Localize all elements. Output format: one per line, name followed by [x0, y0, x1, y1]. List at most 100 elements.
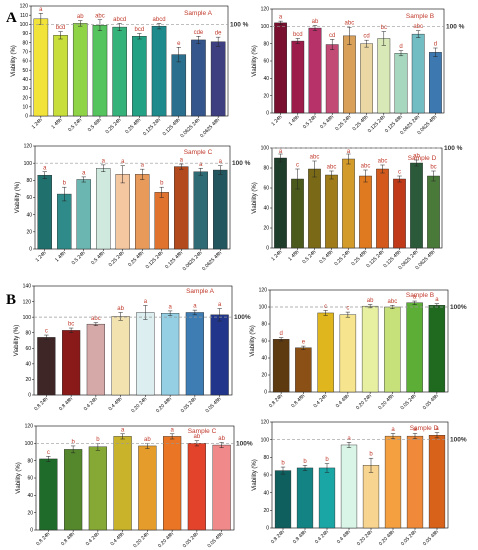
- y-tick-label: 100: [23, 315, 32, 321]
- y-axis-label: Viability (%): [11, 45, 17, 77]
- bar: [64, 449, 83, 531]
- y-tick-label: 120: [25, 424, 34, 430]
- x-tick-label: 0.0625 24h: [182, 250, 204, 272]
- x-tick-label: 0.0625 24h: [179, 117, 201, 139]
- significance-letter: b: [369, 452, 373, 458]
- bar: [429, 52, 442, 114]
- bar: [88, 446, 107, 531]
- x-tick-label: 0.5 48h: [87, 117, 103, 133]
- panel-letter-a: A: [6, 10, 17, 26]
- chart-title: Sample D: [408, 155, 437, 162]
- chart-1: 0 10 20 30 40 50 60 70 80 90 100 110 120 Viability (%…: [11, 4, 249, 139]
- y-tick-label: 0: [28, 393, 31, 399]
- significance-letter: cd: [329, 33, 335, 39]
- bar: [360, 43, 373, 114]
- bar: [132, 36, 147, 117]
- bar: [291, 178, 304, 249]
- significance-letter: a: [413, 427, 417, 433]
- y-tick-label: 140: [23, 284, 32, 290]
- bar: [72, 23, 88, 117]
- y-axis-label: Viability (%): [15, 182, 21, 214]
- y-tick-label: 20: [27, 510, 33, 516]
- bar: [193, 171, 208, 250]
- charts: 0 10 20 30 40 50 60 70 80 90 100 110 120 Viability (%…: [11, 4, 467, 549]
- y-tick-label: 70: [22, 50, 28, 56]
- bar: [317, 312, 334, 393]
- bar: [340, 444, 358, 529]
- y-tick-label: 60: [261, 339, 267, 345]
- bar: [291, 40, 305, 114]
- y-tick-label: 20: [263, 226, 269, 232]
- x-tick-label: 0.4 24h: [85, 531, 101, 547]
- chart-title: Sample A: [184, 10, 212, 17]
- y-tick-label: 80: [22, 40, 28, 46]
- x-tick-label: 0.8 48h: [290, 393, 306, 409]
- chart-7: 0 20 40 60 80 100 120 Viability (%) Sample C c 0.8…: [16, 424, 253, 549]
- x-tick-label: 0.25 24h: [108, 250, 126, 268]
- significance-letter: bc: [430, 165, 436, 171]
- significance-letter: bcd: [135, 27, 145, 33]
- significance-letter: c: [296, 163, 299, 169]
- significance-letter: b: [160, 181, 164, 187]
- y-tick-label: 120: [261, 7, 270, 13]
- significance-letter: a: [279, 149, 283, 155]
- y-tick-label: 120: [23, 299, 32, 305]
- bar: [135, 174, 150, 250]
- bar: [325, 44, 339, 114]
- bar: [62, 330, 81, 396]
- bar: [57, 193, 72, 250]
- x-tick-label: 1 24h: [270, 249, 283, 262]
- significance-letter: b: [96, 437, 100, 443]
- y-tick-label: 120: [24, 144, 33, 150]
- x-tick-label: 0.4 24h: [83, 396, 99, 412]
- y-tick-label: 0: [29, 247, 32, 253]
- y-tick-label: 100: [20, 22, 29, 28]
- y-tick-label: 100: [261, 24, 270, 30]
- bar: [113, 436, 132, 531]
- significance-letter: a: [218, 302, 222, 308]
- chart-title: Sample B: [406, 292, 434, 299]
- x-tick-label: 0.25 24h: [333, 249, 351, 267]
- significance-letter: a: [193, 304, 197, 310]
- significance-letter: a: [43, 165, 47, 171]
- y-axis-label: Viability (%): [14, 325, 20, 357]
- y-tick-label: 20: [263, 508, 269, 514]
- y-tick-label: 100: [261, 146, 270, 152]
- y-tick-label: 20: [261, 373, 267, 379]
- significance-letter: b: [325, 457, 329, 463]
- x-tick-label: 0.05 48h: [422, 393, 440, 411]
- significance-letter: ab: [117, 306, 124, 312]
- significance-letter: a: [279, 15, 283, 21]
- x-tick-label: 1 48h: [288, 114, 301, 127]
- bar: [377, 38, 391, 114]
- significance-letter: a: [413, 295, 417, 301]
- x-tick-label: 0.0625 48h: [199, 117, 221, 139]
- bar: [76, 179, 91, 250]
- bar: [384, 306, 401, 393]
- bar: [171, 54, 187, 117]
- y-tick-label: 40: [26, 212, 32, 218]
- x-tick-label: 0.5 48h: [90, 250, 106, 266]
- x-tick-label: 0.05 48h: [207, 531, 225, 549]
- y-tick-label: 60: [25, 346, 31, 352]
- significance-letter: a: [219, 159, 223, 165]
- significance-letter: ab: [218, 436, 225, 442]
- y-tick-label: 80: [27, 458, 33, 464]
- x-tick-label: 0.8 48h: [60, 531, 76, 547]
- x-tick-label: 0.5 24h: [301, 249, 317, 265]
- bar: [86, 323, 105, 396]
- x-tick-label: 1 48h: [50, 117, 63, 130]
- significance-letter: abc: [388, 299, 398, 305]
- significance-letter: a: [121, 427, 125, 433]
- bar: [428, 435, 446, 529]
- significance-letter: c: [45, 329, 48, 335]
- chart-4: 0 20 40 60 80 100 Viability (%) Sample D a 1 24h c…: [252, 145, 463, 271]
- bar: [343, 35, 356, 114]
- reference-label: 100 %: [232, 160, 251, 167]
- bar: [362, 465, 380, 529]
- bar: [187, 443, 206, 531]
- y-tick-label: 60: [27, 476, 33, 482]
- y-tick-label: 100: [25, 441, 34, 447]
- y-tick-label: 20: [263, 93, 269, 99]
- y-tick-label: 40: [27, 493, 33, 499]
